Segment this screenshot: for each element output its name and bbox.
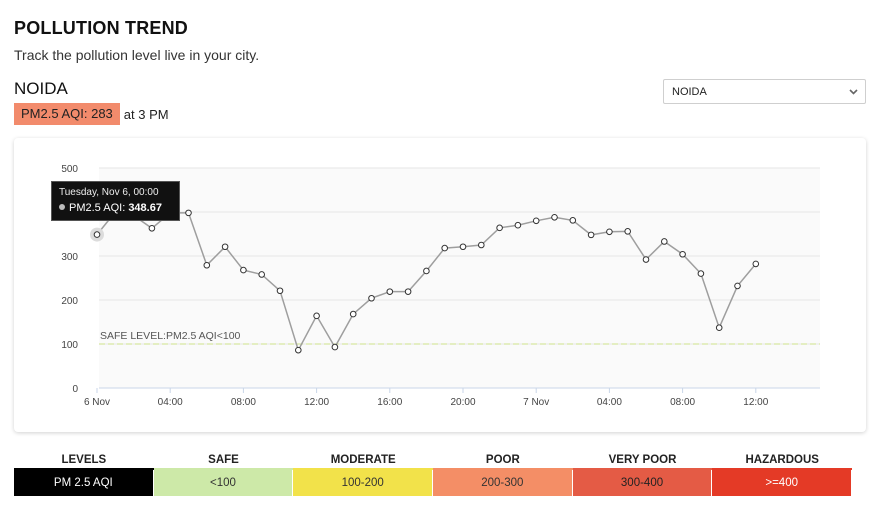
chart-tooltip: Tuesday, Nov 6, 00:00 PM2.5 AQI: 348.67 [51,181,180,221]
data-point [276,287,284,295]
data-point [606,228,613,236]
y-tick-label: 0 [72,384,78,395]
data-point [258,271,265,278]
level-column: HAZARDOUS >=400 [712,452,853,498]
data-point [734,282,741,290]
level-header: LEVELS [14,452,154,470]
data-point [551,213,558,221]
data-point [331,343,339,351]
data-point [349,310,357,318]
level-header: HAZARDOUS [712,452,853,470]
y-tick-label: 200 [61,296,78,307]
chart-card: 01002003004005006 Nov04:0008:0012:0016:0… [14,138,866,432]
level-column: POOR 200-300 [433,452,573,498]
data-point [679,250,686,258]
tooltip-date: Tuesday, Nov 6, 00:00 [59,187,159,198]
aqi-time: at 3 PM [123,106,169,122]
data-point [221,243,229,251]
data-point [587,231,595,239]
plot-area [99,168,820,388]
data-point [532,217,540,225]
data-point [386,288,394,295]
x-tick-label: 04:00 [597,397,622,408]
data-point [441,244,449,252]
x-tick-label: 08:00 [231,397,256,408]
data-point [496,224,503,232]
level-range: 100-200 [293,470,434,496]
x-tick-label: 16:00 [377,397,402,408]
level-header: POOR [433,452,573,470]
data-point [93,231,101,238]
tooltip-value-line: PM2.5 AQI: 348.67 [59,202,172,214]
data-point [423,267,430,275]
data-point [313,312,320,320]
levels-legend-table: LEVELS PM 2.5 AQI SAFE <100 MODERATE 100-200 P… [14,452,853,498]
x-tick-label: 20:00 [450,397,475,408]
data-point [624,228,632,235]
data-point [295,346,302,354]
city-name: NOIDA [14,79,68,98]
data-point [514,221,522,229]
level-range: <100 [153,470,294,496]
data-point [368,294,375,302]
level-column: MODERATE 100-200 [293,452,434,498]
level-range: 300-400 [572,470,713,496]
x-tick-label: 12:00 [304,397,329,408]
data-point [203,261,211,269]
city-select[interactable]: NOIDA [663,79,866,104]
x-tick-label: 12:00 [743,397,768,408]
data-point [697,270,705,277]
level-range: >=400 [712,470,853,496]
x-tick-label: 04:00 [158,397,183,408]
level-header: VERY POOR [572,452,713,470]
level-range: PM 2.5 AQI [14,470,154,496]
city-select-value: NOIDA [672,86,707,98]
y-tick-label: 100 [61,340,78,351]
x-tick-label: 08:00 [670,397,695,408]
data-point [642,256,650,263]
pollution-line-chart: 01002003004005006 Nov04:0008:0012:0016:0… [61,164,820,408]
data-point [148,224,156,232]
level-range: 200-300 [433,470,573,496]
tooltip-value: 348.67 [128,202,162,214]
level-column: VERY POOR 300-400 [572,452,713,498]
data-point [752,260,760,268]
level-column: LEVELS PM 2.5 AQI [14,452,154,498]
page-subtitle: Track the pollution level live in your c… [14,47,260,63]
safe-level-label: SAFE LEVEL:PM2.5 AQI<100 [100,330,241,342]
data-point [715,324,723,332]
tooltip-label: PM2.5 AQI: [69,202,126,214]
current-aqi-row: PM2.5 AQI: 283 at 3 PM [14,103,169,125]
data-point [569,217,577,224]
data-point [478,241,485,249]
aqi-badge: PM2.5 AQI: 283 [14,103,120,125]
y-tick-label: 500 [61,164,78,175]
page-title: POLLUTION TREND [14,18,188,38]
data-point [240,266,247,274]
level-column: SAFE <100 [153,452,294,498]
data-point [185,209,192,217]
chevron-down-icon [849,89,858,95]
data-point [459,243,467,251]
x-tick-label: 6 Nov [84,397,110,408]
data-point [404,288,412,295]
tooltip-series-dot [59,204,65,210]
y-tick-label: 300 [61,252,78,263]
data-point [661,238,668,245]
level-header: SAFE [153,452,294,470]
level-header: MODERATE [293,452,434,470]
x-tick-label: 7 Nov [523,397,549,408]
